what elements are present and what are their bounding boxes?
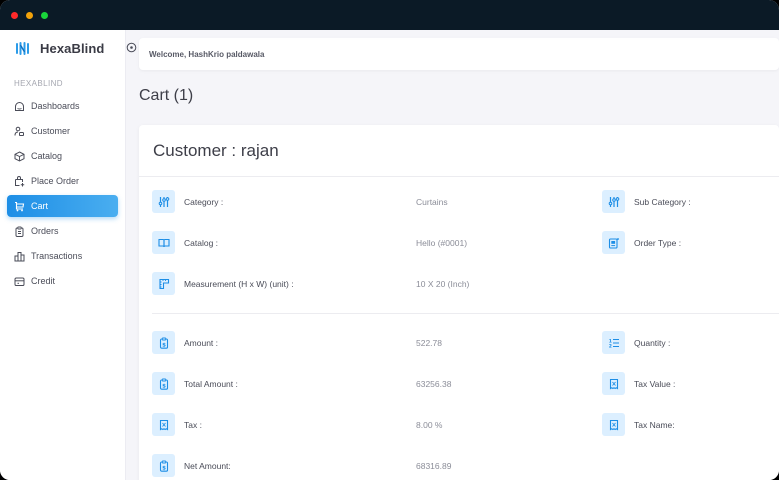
amount-value: 522.78 xyxy=(416,338,442,348)
svg-text:1: 1 xyxy=(608,338,611,344)
clipboard-icon xyxy=(14,226,25,237)
page-title: Cart (1) xyxy=(139,87,194,104)
book-icon xyxy=(152,231,175,254)
minimize-window-button[interactable] xyxy=(26,11,33,19)
net-amount-label: Net Amount: xyxy=(184,461,231,471)
sidebar: HexaBlind HEXABLIND Dashboards xyxy=(0,30,137,480)
brand-name: HexaBlind xyxy=(40,40,105,56)
clipboard-dollar-icon: $ xyxy=(152,331,175,354)
tax-label: Tax : xyxy=(184,420,202,430)
ruler-icon xyxy=(152,272,175,295)
category-label: Category : xyxy=(184,197,224,207)
tax-value: 8.00 % xyxy=(416,420,443,430)
receipt-tax-icon xyxy=(602,413,625,436)
bag-plus-icon xyxy=(14,175,25,187)
sidebar-item-label: Transactions xyxy=(31,251,83,261)
sidebar-section-label: HEXABLIND xyxy=(14,79,63,88)
catalog-label: Catalog : xyxy=(184,238,219,248)
measurement-value: 10 X 20 (Inch) xyxy=(416,279,470,289)
clipboard-dollar-icon: $ xyxy=(152,454,175,477)
sidebar-item-label: Cart xyxy=(31,201,49,211)
measurement-label: Measurement (H x W) (unit) : xyxy=(184,279,294,289)
total-amount-label: Total Amount : xyxy=(184,379,238,389)
net-amount-value: 68316.89 xyxy=(416,461,452,471)
sub-category-label: Sub Category : xyxy=(634,197,691,207)
sidebar-item-credit[interactable]: Credit xyxy=(7,270,118,292)
main-content: Welcome, HashKrio paldawala Cart (1) Cus… xyxy=(126,30,779,480)
cart-item-card: Customer : rajan Category : Curtains xyxy=(139,125,779,480)
order-type-label: Order Type : xyxy=(634,238,682,248)
credit-card-icon xyxy=(14,276,25,287)
amount-label: Amount : xyxy=(184,338,219,348)
clipboard-dollar-icon: $ xyxy=(152,372,175,395)
svg-text:$: $ xyxy=(162,465,166,471)
box-icon xyxy=(14,150,25,162)
section-divider xyxy=(152,313,779,314)
detail-row-total-amount: $ Total Amount : 63256.38 Tax Value : xyxy=(139,372,779,396)
category-value: Curtains xyxy=(416,197,448,207)
total-amount-value: 63256.38 xyxy=(416,379,452,389)
cart-icon xyxy=(14,201,25,212)
receipt-tax-icon xyxy=(152,413,175,436)
svg-text:$: $ xyxy=(162,342,166,348)
customer-title: Customer : rajan xyxy=(153,140,279,160)
sidebar-item-cart[interactable]: Cart xyxy=(7,195,118,217)
sidebar-item-label: Customer xyxy=(31,126,71,136)
sidebar-item-orders[interactable]: Orders xyxy=(7,220,118,242)
home-icon xyxy=(14,101,25,112)
brand[interactable]: HexaBlind xyxy=(0,30,125,66)
sidebar-item-label: Dashboards xyxy=(31,101,80,111)
welcome-text: Welcome, HashKrio paldawala xyxy=(149,49,265,59)
bar-chart-icon xyxy=(14,251,25,262)
receipt-tax-icon xyxy=(602,372,625,395)
order-type-icon xyxy=(602,231,625,254)
sidebar-item-label: Orders xyxy=(31,226,59,236)
sidebar-item-label: Catalog xyxy=(31,151,63,161)
detail-row-catalog: Catalog : Hello (#0001) Order Type : xyxy=(139,231,779,255)
window-titlebar xyxy=(0,0,779,30)
sidebar-item-customer[interactable]: Customer xyxy=(7,120,118,142)
maximize-window-button[interactable] xyxy=(41,11,48,19)
detail-row-tax: Tax : 8.00 % Tax Name: xyxy=(139,413,779,437)
sidebar-toggle-icon[interactable] xyxy=(126,42,137,53)
detail-row-category: Category : Curtains Sub Category : xyxy=(139,190,779,214)
sidebar-item-label: Place Order xyxy=(31,176,80,186)
sidebar-item-label: Credit xyxy=(31,276,56,286)
sidebar-item-catalog[interactable]: Catalog xyxy=(7,145,118,167)
tax-value-label: Tax Value : xyxy=(634,379,676,389)
svg-text:2: 2 xyxy=(608,343,611,349)
tax-name-label: Tax Name: xyxy=(634,420,675,430)
quantity-label: Quantity : xyxy=(634,338,671,348)
svg-text:$: $ xyxy=(162,383,166,389)
sidebar-item-dashboards[interactable]: Dashboards xyxy=(7,95,118,117)
hexablind-logo-icon xyxy=(15,41,30,56)
sidebar-item-place-order[interactable]: Place Order xyxy=(7,170,118,192)
sliders-icon xyxy=(602,190,625,213)
users-icon xyxy=(14,126,25,137)
sidebar-item-transactions[interactable]: Transactions xyxy=(7,245,118,267)
top-navbar: Welcome, HashKrio paldawala xyxy=(139,38,779,70)
sliders-icon xyxy=(152,190,175,213)
detail-row-net-amount: $ Net Amount: 68316.89 xyxy=(139,454,779,478)
sidebar-nav: Dashboards Customer Catalog xyxy=(0,95,125,292)
detail-row-measurement: Measurement (H x W) (unit) : 10 X 20 (In… xyxy=(139,272,779,296)
close-window-button[interactable] xyxy=(11,11,18,19)
card-header: Customer : rajan xyxy=(139,125,779,177)
catalog-value: Hello (#0001) xyxy=(416,238,468,248)
